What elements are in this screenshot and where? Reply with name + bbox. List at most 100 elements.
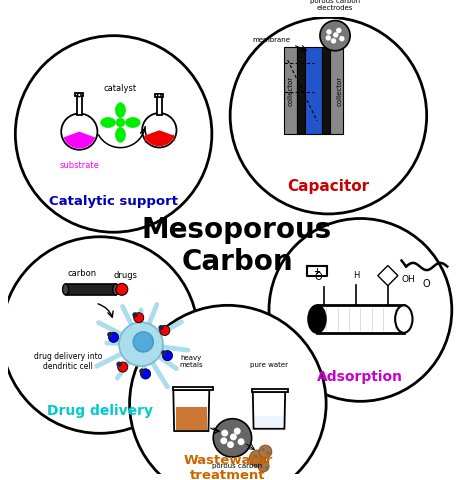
Text: heavy
metals: heavy metals: [180, 355, 203, 368]
Circle shape: [260, 463, 263, 466]
Circle shape: [237, 438, 245, 445]
Bar: [305, 47, 322, 134]
Circle shape: [269, 218, 452, 401]
Circle shape: [1, 237, 198, 433]
Circle shape: [160, 325, 170, 336]
Circle shape: [336, 28, 342, 33]
Circle shape: [230, 17, 427, 214]
Ellipse shape: [100, 118, 116, 128]
Ellipse shape: [395, 305, 412, 333]
Text: O: O: [423, 279, 430, 289]
Text: pure water: pure water: [250, 361, 288, 368]
Polygon shape: [173, 390, 210, 431]
Circle shape: [163, 350, 173, 360]
Circle shape: [259, 445, 272, 458]
Circle shape: [107, 332, 113, 337]
Ellipse shape: [113, 284, 119, 295]
Circle shape: [119, 322, 163, 366]
Circle shape: [221, 430, 228, 436]
Text: product: product: [143, 134, 175, 143]
Text: substrate: substrate: [59, 161, 99, 170]
Bar: [322, 47, 330, 134]
Circle shape: [109, 332, 118, 342]
Circle shape: [129, 305, 326, 480]
Circle shape: [234, 428, 241, 434]
Circle shape: [116, 361, 122, 367]
Bar: [330, 47, 343, 134]
Circle shape: [326, 35, 331, 41]
Text: membrane: membrane: [252, 36, 290, 43]
Circle shape: [15, 36, 212, 232]
Text: porous carbon: porous carbon: [212, 463, 262, 468]
Text: +: +: [313, 267, 320, 276]
Circle shape: [116, 118, 125, 127]
Circle shape: [249, 450, 266, 467]
Circle shape: [158, 325, 164, 330]
Circle shape: [227, 441, 234, 448]
Ellipse shape: [63, 284, 69, 295]
Circle shape: [133, 332, 154, 352]
Bar: [75, 94, 83, 96]
Text: drug delivery into
dendritic cell: drug delivery into dendritic cell: [34, 352, 102, 372]
Text: Drug delivery: Drug delivery: [47, 404, 153, 418]
Bar: [176, 407, 207, 430]
Text: catalyst: catalyst: [104, 84, 137, 93]
Text: Mesoporous
Carbon: Mesoporous Carbon: [142, 216, 332, 276]
Circle shape: [118, 362, 128, 372]
Circle shape: [134, 312, 144, 323]
Circle shape: [266, 451, 270, 455]
Circle shape: [320, 21, 350, 51]
Bar: [65, 284, 116, 295]
Text: carbon: carbon: [67, 269, 96, 277]
Circle shape: [326, 29, 332, 35]
Bar: [155, 94, 163, 97]
Circle shape: [139, 369, 145, 374]
Text: collector: collector: [336, 75, 342, 106]
Text: Wastewater
treatment: Wastewater treatment: [183, 454, 273, 480]
Ellipse shape: [126, 118, 140, 128]
Text: porous carbon
electrodes: porous carbon electrodes: [310, 0, 360, 11]
Circle shape: [213, 419, 252, 457]
Ellipse shape: [116, 103, 126, 118]
Bar: [252, 389, 288, 392]
Circle shape: [258, 457, 263, 462]
Wedge shape: [144, 130, 174, 146]
Bar: [317, 305, 404, 333]
Circle shape: [141, 369, 151, 379]
Circle shape: [78, 93, 81, 96]
Text: Catalytic support: Catalytic support: [49, 195, 178, 208]
Wedge shape: [64, 132, 95, 148]
Circle shape: [61, 114, 98, 150]
Text: Capacitor: Capacitor: [287, 179, 369, 194]
Circle shape: [116, 283, 128, 295]
Circle shape: [333, 32, 338, 37]
Text: OH: OH: [401, 276, 415, 285]
Circle shape: [258, 461, 269, 472]
Circle shape: [331, 38, 336, 44]
Bar: [76, 96, 82, 115]
Circle shape: [253, 455, 257, 459]
Circle shape: [161, 350, 167, 356]
Text: Adsorption: Adsorption: [318, 370, 403, 384]
Bar: [255, 416, 283, 427]
Bar: [173, 387, 212, 390]
Text: collector: collector: [287, 75, 293, 106]
Circle shape: [132, 312, 138, 318]
Bar: [297, 47, 305, 134]
Bar: [157, 97, 162, 115]
Circle shape: [142, 113, 176, 147]
Circle shape: [158, 94, 161, 97]
Text: drugs: drugs: [113, 271, 137, 280]
Polygon shape: [253, 392, 285, 429]
Bar: [284, 47, 297, 134]
Text: H: H: [353, 271, 359, 280]
Ellipse shape: [308, 305, 326, 333]
Ellipse shape: [116, 128, 126, 142]
Circle shape: [261, 448, 265, 452]
Polygon shape: [378, 265, 398, 286]
Circle shape: [230, 433, 237, 440]
Text: O: O: [315, 272, 322, 282]
Circle shape: [339, 36, 345, 41]
Circle shape: [220, 437, 227, 444]
Circle shape: [264, 466, 268, 469]
